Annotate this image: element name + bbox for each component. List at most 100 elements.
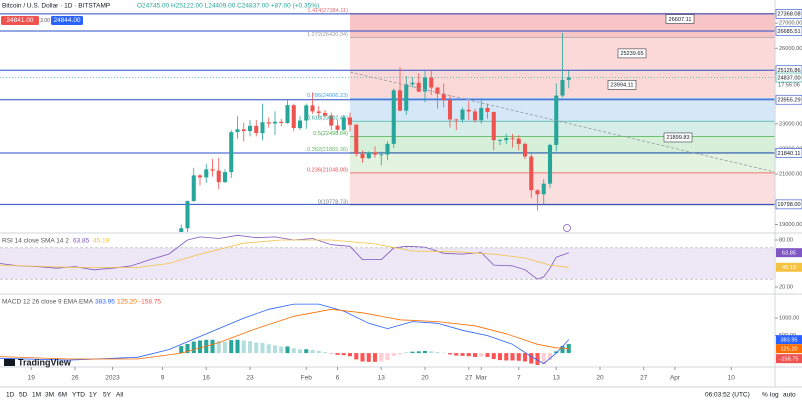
candle-body bbox=[541, 183, 546, 195]
fib-zone bbox=[350, 136, 775, 153]
candle-body bbox=[347, 117, 353, 125]
fib-label: 0.5(22498.04) bbox=[313, 131, 348, 137]
macd-histogram-bar bbox=[454, 353, 459, 356]
price-line-label: 26685.51 bbox=[777, 29, 800, 35]
candle-body bbox=[210, 169, 215, 171]
x-tick-label: 20 bbox=[421, 375, 429, 382]
macd-value: 383.95 bbox=[95, 299, 115, 306]
candle-body bbox=[291, 105, 296, 129]
candle-body bbox=[272, 121, 278, 124]
symbol-title: Bitcoin / U.S. Dollar · 1D · BITSTAMP bbox=[2, 3, 110, 10]
log-toggle[interactable]: log bbox=[770, 392, 779, 399]
candle-body bbox=[360, 153, 365, 159]
candle-body bbox=[341, 117, 346, 130]
y-tick-label: 20.00 bbox=[779, 284, 793, 290]
candle-body bbox=[510, 138, 515, 139]
macd-histogram-bar bbox=[335, 353, 340, 355]
trend-line bbox=[349, 71, 776, 173]
macd-histogram-bar bbox=[266, 344, 271, 354]
callout-label: 26607.11 bbox=[669, 17, 692, 23]
indicator-layer bbox=[0, 234, 775, 365]
candle-body bbox=[566, 77, 571, 80]
indicator-line bbox=[0, 303, 570, 365]
x-tick-label: Mar bbox=[476, 375, 488, 382]
x-tick-label: 23 bbox=[246, 375, 254, 382]
callout-box bbox=[663, 132, 693, 143]
macd-histogram-bar bbox=[422, 350, 428, 354]
fib-zone bbox=[350, 172, 775, 205]
ohlc-values: O24745.00 H25122.00 L24409.00 C24837.00 … bbox=[137, 3, 319, 10]
period-button[interactable]: 1M bbox=[32, 392, 41, 399]
candle-body bbox=[229, 132, 234, 173]
period-button[interactable]: YTD bbox=[72, 392, 85, 399]
candle-body bbox=[179, 228, 184, 232]
rsi-value: 45.19 bbox=[93, 238, 110, 245]
callout-box bbox=[617, 48, 647, 59]
macd-histogram-bar bbox=[510, 353, 515, 361]
period-button[interactable]: 6M bbox=[58, 392, 67, 399]
candle-body bbox=[241, 129, 246, 132]
rsi-value-label: 45.19 bbox=[782, 265, 796, 271]
macd-histogram-bar bbox=[291, 348, 296, 354]
x-tick-label: 16 bbox=[203, 375, 211, 382]
macd-histogram-bar bbox=[191, 341, 196, 354]
candle-body bbox=[204, 169, 209, 178]
candle-body bbox=[191, 175, 196, 202]
macd-histogram-bar bbox=[322, 352, 328, 354]
macd-histogram-bar bbox=[391, 353, 396, 356]
candle-body bbox=[404, 84, 409, 111]
macd-histogram-bar bbox=[247, 341, 253, 354]
candle-body bbox=[279, 121, 284, 124]
macd-histogram-bar bbox=[310, 349, 315, 354]
candle-body bbox=[235, 129, 240, 133]
fib-label: 0.618(23102.41) bbox=[307, 116, 348, 122]
candle-body bbox=[504, 138, 509, 141]
fib-label: 0.382(21855.36) bbox=[307, 147, 348, 153]
macd-histogram-bar bbox=[547, 353, 553, 361]
fib-label: 1.414(27384.11) bbox=[307, 8, 348, 14]
macd-histogram-bar bbox=[485, 353, 490, 357]
y-tick-label: 27000.00 bbox=[779, 21, 802, 27]
period-button[interactable]: 1Y bbox=[89, 392, 98, 399]
candle-body bbox=[529, 156, 534, 191]
callout-box bbox=[665, 14, 695, 24]
macd-value: 125.20 bbox=[117, 299, 137, 306]
period-button[interactable]: 5Y bbox=[103, 392, 112, 399]
price-line-label: 27368.08 bbox=[777, 12, 800, 18]
candle-body bbox=[185, 201, 190, 229]
x-tick-label: 9 bbox=[161, 375, 165, 382]
macd-value-box bbox=[776, 335, 802, 345]
x-tick-label: 10 bbox=[728, 375, 736, 382]
candle-body bbox=[422, 77, 428, 92]
candle-body bbox=[391, 90, 396, 144]
y-tick-label: 1000.00 bbox=[779, 316, 799, 322]
period-button[interactable]: 5D bbox=[19, 392, 28, 399]
candle-body bbox=[435, 87, 440, 94]
sell-button[interactable] bbox=[1, 16, 39, 25]
candle-body bbox=[497, 140, 503, 141]
candle-body bbox=[254, 125, 259, 134]
event-icon[interactable] bbox=[563, 224, 571, 232]
buy-button[interactable] bbox=[51, 16, 83, 25]
candle-body bbox=[297, 120, 303, 129]
indicator-line bbox=[0, 239, 569, 268]
macd-histogram-bar bbox=[397, 353, 403, 355]
x-tick-label: Apr bbox=[670, 375, 681, 382]
candle-body bbox=[397, 90, 403, 111]
period-button[interactable]: 3M bbox=[45, 392, 54, 399]
rsi-value-box bbox=[776, 248, 802, 258]
fib-label: 0.236(21048.08) bbox=[307, 167, 348, 173]
period-button[interactable]: All bbox=[116, 392, 124, 399]
percent-toggle[interactable]: % bbox=[762, 392, 768, 399]
macd-histogram-bar bbox=[447, 353, 453, 355]
macd-histogram-bar bbox=[491, 353, 496, 360]
candle-body bbox=[410, 82, 415, 85]
candle-body bbox=[260, 122, 265, 134]
rsi-band bbox=[0, 247, 775, 280]
period-button[interactable]: 1D bbox=[6, 392, 15, 399]
candle-body bbox=[385, 143, 390, 155]
clock: 06:03:52 (UTC) bbox=[705, 392, 750, 399]
auto-toggle[interactable]: auto bbox=[783, 392, 796, 399]
price-line-label: 25126.86 bbox=[777, 68, 800, 74]
